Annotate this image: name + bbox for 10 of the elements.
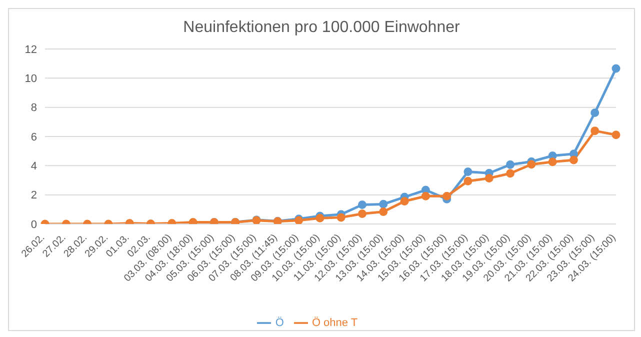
y-tick-label: 0	[30, 218, 37, 231]
y-tick-label: 4	[30, 160, 37, 173]
chart-title: Neuinfektionen pro 100.000 Einwohner	[182, 18, 461, 38]
y-tick-label: 8	[30, 102, 37, 114]
y-tick-label: 12	[24, 44, 37, 56]
legend-label: Ö	[275, 316, 284, 329]
y-tick-label: 2	[30, 190, 37, 202]
y-tick-label: 10	[24, 73, 37, 86]
y-tick-label: 6	[30, 131, 37, 144]
legend-label: Ö ohne T	[312, 316, 358, 329]
